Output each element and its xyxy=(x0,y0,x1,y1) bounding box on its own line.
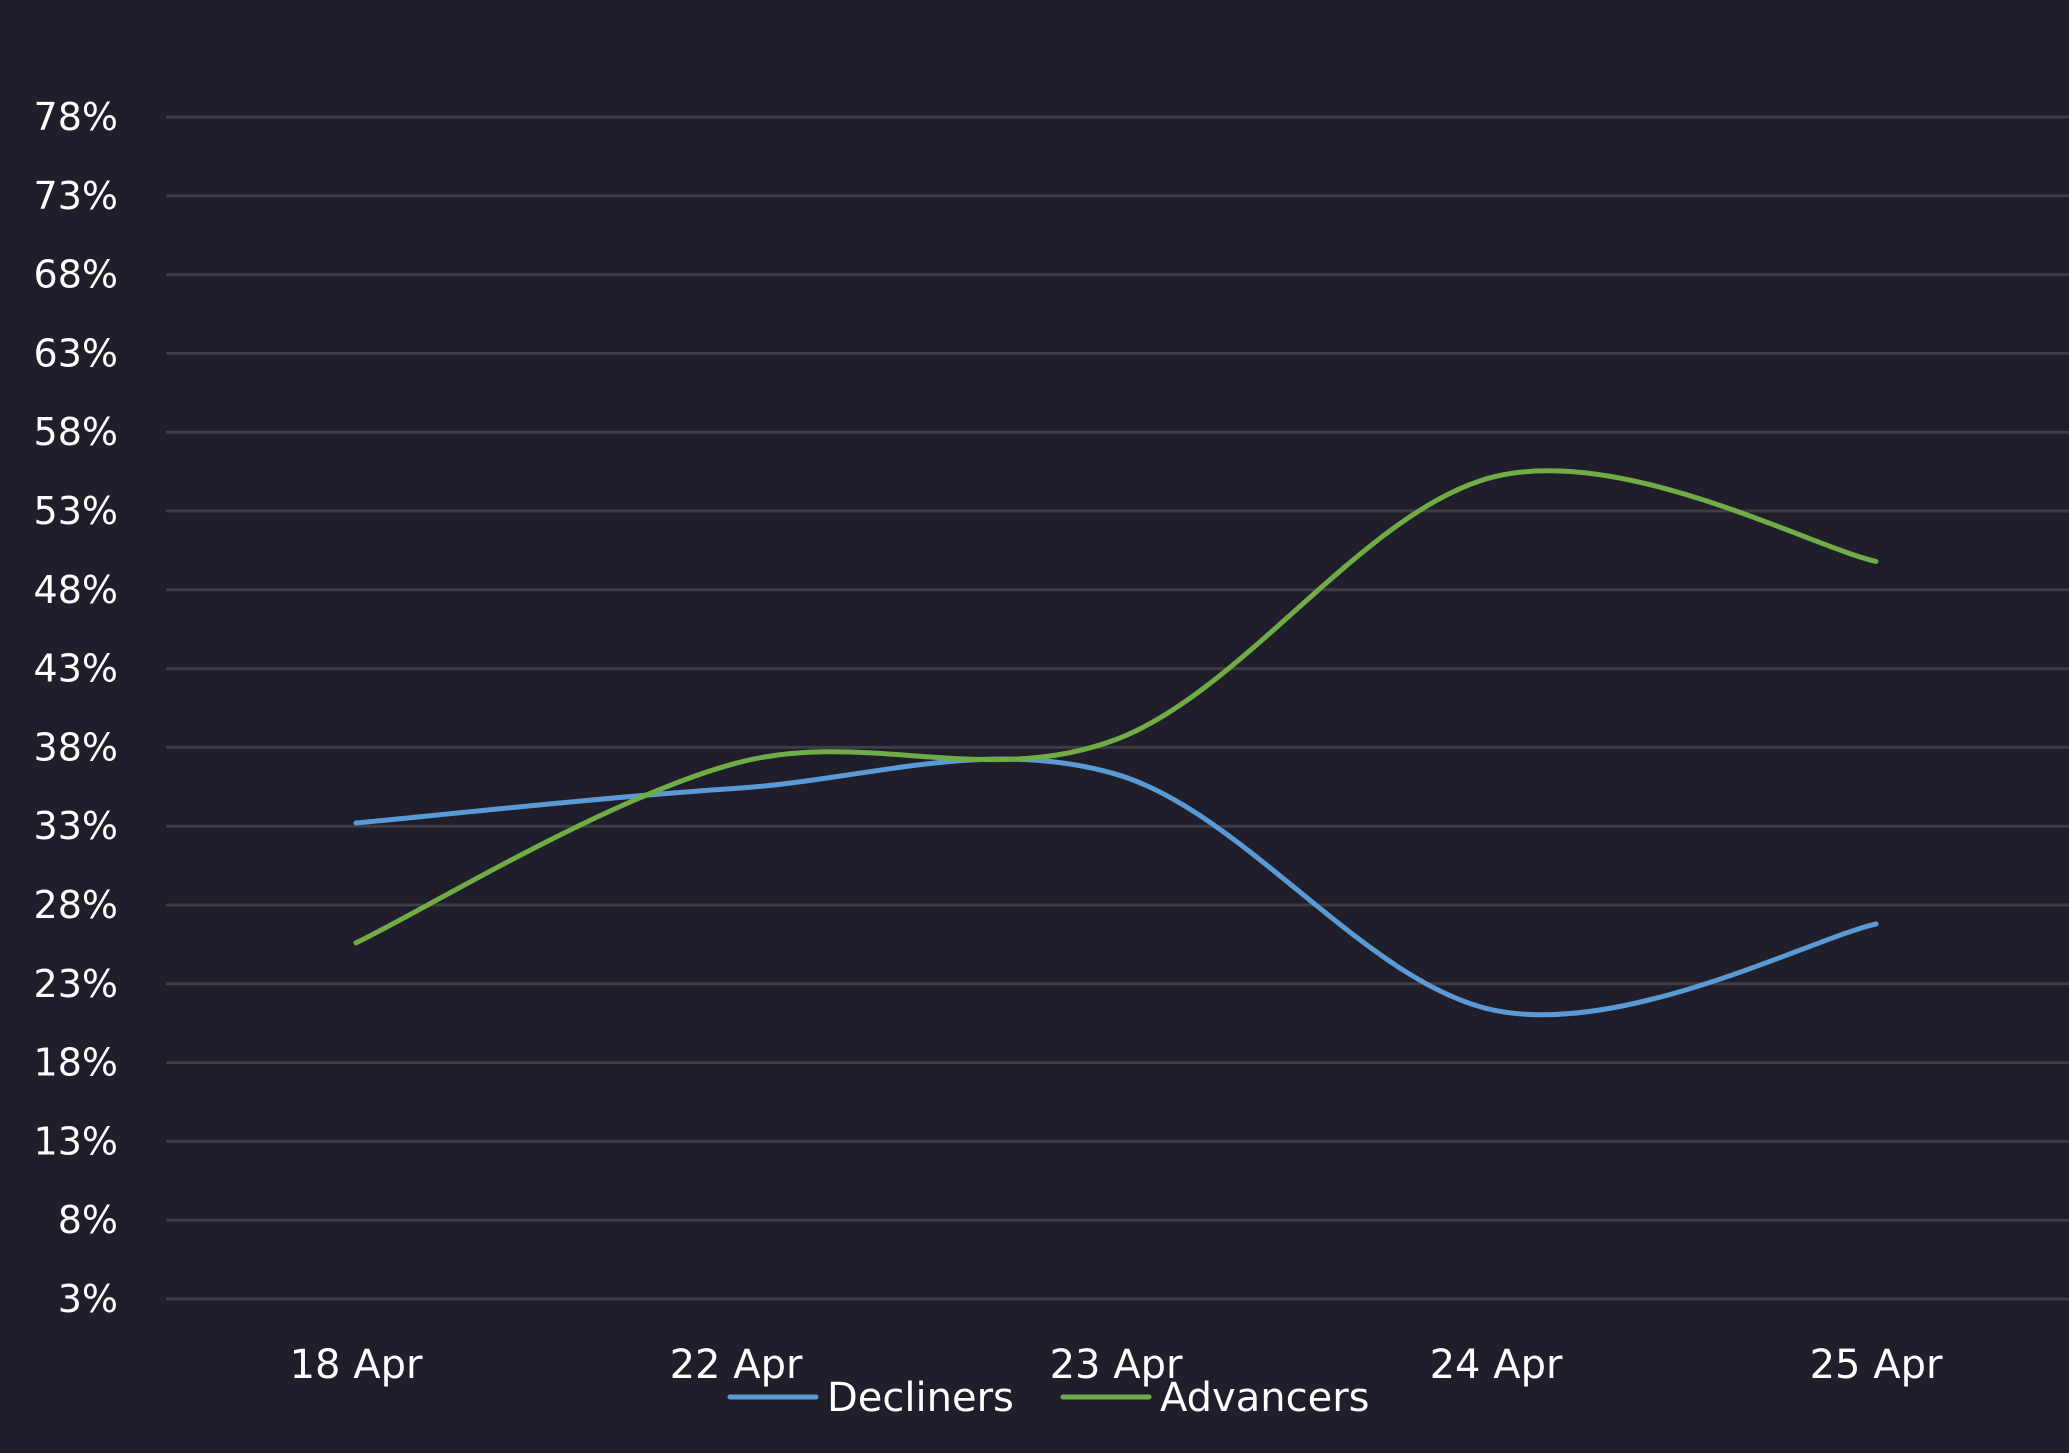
y-tick-label: 43% xyxy=(34,647,118,691)
series-line-decliners xyxy=(353,756,1879,1018)
x-tick-label: 22 Apr xyxy=(670,1342,803,1388)
y-tick-label: 28% xyxy=(34,883,118,927)
series-lines xyxy=(353,468,1879,1018)
y-tick-label: 68% xyxy=(34,253,118,297)
y-tick-label: 13% xyxy=(34,1119,118,1163)
x-tick-label: 23 Apr xyxy=(1050,1342,1183,1388)
grid-lines xyxy=(166,115,2069,1301)
y-axis-ticks: 78% 73% 68% 63% 58% 53% 48% 43% 38% 33% 28% 23% 18% 1… xyxy=(34,95,118,1321)
y-tick-label: 33% xyxy=(34,804,118,848)
legend-label: Decliners xyxy=(827,1375,1014,1421)
series-line-advancers xyxy=(353,468,1879,946)
y-tick-label: 3% xyxy=(58,1277,118,1321)
legend-label: Advancers xyxy=(1160,1375,1369,1421)
x-tick-label: 24 Apr xyxy=(1430,1342,1563,1388)
y-tick-label: 78% xyxy=(34,95,118,139)
y-tick-label: 58% xyxy=(34,410,118,454)
y-tick-label: 73% xyxy=(34,174,118,218)
legend-item-advancers: Advancers xyxy=(1060,1375,1369,1421)
y-tick-label: 38% xyxy=(34,725,118,769)
x-tick-label: 18 Apr xyxy=(290,1342,423,1388)
x-tick-label: 25 Apr xyxy=(1810,1342,1943,1388)
legend: Decliners Advancers xyxy=(727,1375,1369,1421)
y-tick-label: 63% xyxy=(34,331,118,375)
y-tick-label: 18% xyxy=(34,1041,118,1085)
legend-item-decliners: Decliners xyxy=(727,1375,1014,1421)
y-tick-label: 23% xyxy=(34,962,118,1006)
y-tick-label: 53% xyxy=(34,489,118,533)
y-tick-label: 48% xyxy=(34,568,118,612)
x-axis-ticks: 18 Apr 22 Apr 23 Apr 24 Apr 25 Apr xyxy=(290,1342,1943,1388)
y-tick-label: 8% xyxy=(58,1198,118,1242)
